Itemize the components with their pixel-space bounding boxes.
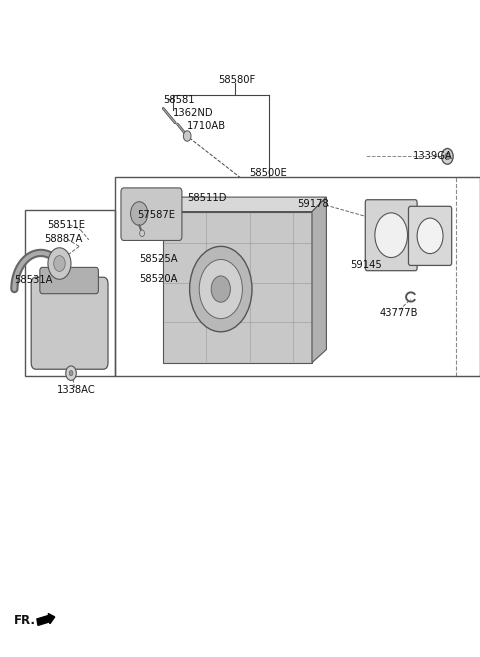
- Circle shape: [417, 218, 443, 254]
- FancyBboxPatch shape: [31, 277, 108, 369]
- Text: 58500E: 58500E: [250, 168, 288, 179]
- Polygon shape: [149, 197, 326, 212]
- Circle shape: [131, 202, 148, 225]
- Circle shape: [183, 131, 191, 141]
- Text: 58581: 58581: [163, 95, 195, 105]
- Ellipse shape: [199, 260, 242, 319]
- Ellipse shape: [190, 246, 252, 332]
- Text: 1362ND: 1362ND: [173, 108, 214, 118]
- Text: 58531A: 58531A: [14, 275, 53, 285]
- Text: 58511E: 58511E: [47, 219, 85, 230]
- Circle shape: [48, 248, 71, 279]
- Text: 58511D: 58511D: [187, 193, 227, 204]
- Circle shape: [375, 213, 408, 258]
- Text: 59178: 59178: [298, 198, 329, 209]
- Bar: [115, 177, 480, 376]
- Polygon shape: [312, 197, 326, 363]
- FancyArrow shape: [37, 614, 55, 625]
- Text: 1339GA: 1339GA: [413, 151, 453, 162]
- FancyBboxPatch shape: [408, 206, 452, 265]
- Text: 1338AC: 1338AC: [57, 385, 96, 396]
- Circle shape: [69, 371, 73, 376]
- FancyBboxPatch shape: [121, 188, 182, 240]
- Ellipse shape: [211, 276, 230, 302]
- Text: 58525A: 58525A: [139, 254, 178, 264]
- Text: 57587E: 57587E: [137, 210, 175, 221]
- Text: 59145: 59145: [350, 260, 382, 271]
- Circle shape: [140, 230, 144, 237]
- Text: 43777B: 43777B: [379, 307, 418, 318]
- Circle shape: [66, 366, 76, 380]
- Text: 1710AB: 1710AB: [187, 121, 227, 131]
- Bar: [163, 212, 312, 363]
- Circle shape: [445, 153, 450, 160]
- FancyBboxPatch shape: [40, 267, 98, 294]
- Text: 58580F: 58580F: [218, 75, 256, 85]
- Circle shape: [54, 256, 65, 271]
- Circle shape: [442, 148, 453, 164]
- Text: 58520A: 58520A: [139, 273, 178, 284]
- Text: 58887A: 58887A: [44, 234, 83, 244]
- FancyBboxPatch shape: [365, 200, 417, 271]
- Text: FR.: FR.: [13, 614, 36, 627]
- Bar: [25, 210, 115, 376]
